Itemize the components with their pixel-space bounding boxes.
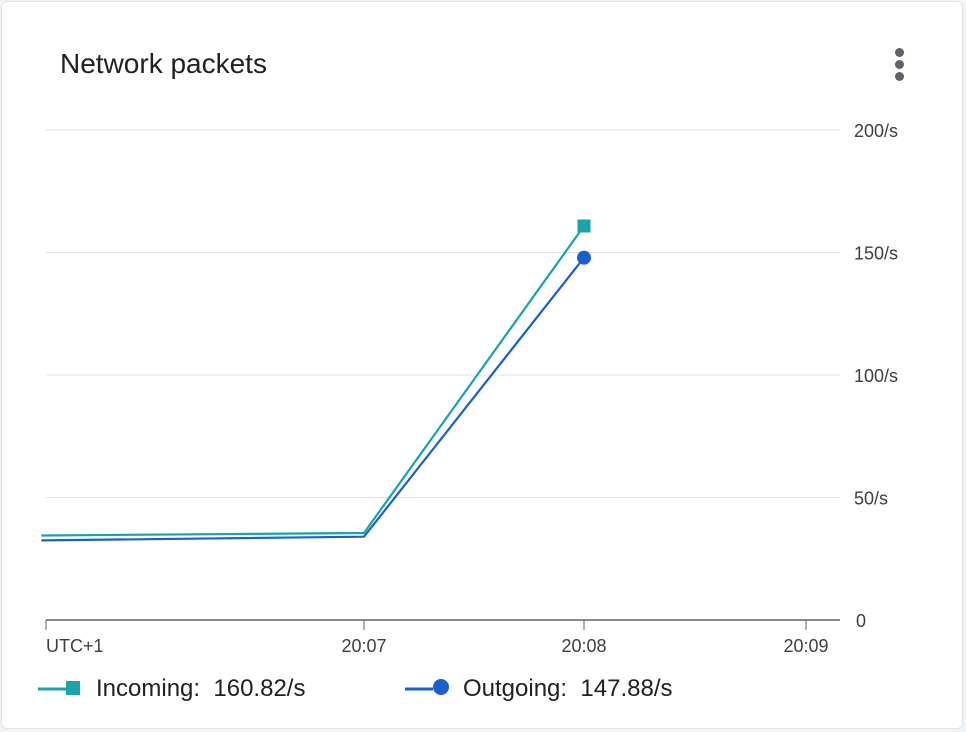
card-title: Network packets bbox=[60, 48, 267, 79]
legend-item-incoming[interactable]: Incoming: 160.82/s bbox=[38, 672, 305, 706]
x-tick-label: 20:09 bbox=[783, 636, 828, 656]
y-axis: 0 50/s 100/s 150/s 200/s bbox=[854, 121, 898, 631]
grid-lines bbox=[46, 129, 840, 498]
x-tick-labels: UTC+1 20:07 20:08 20:09 bbox=[46, 636, 829, 656]
legend-item-outgoing[interactable]: Outgoing: 147.88/s bbox=[405, 672, 672, 706]
y-tick-label: 50/s bbox=[854, 489, 888, 509]
legend-label-incoming: Incoming: 160.82/s bbox=[96, 675, 306, 702]
outgoing-legend-marker bbox=[405, 679, 449, 695]
incoming-legend-marker bbox=[38, 681, 80, 695]
x-tick-label: 20:07 bbox=[341, 636, 386, 656]
x-tick-label: 20:08 bbox=[561, 636, 606, 656]
series-lines bbox=[41, 225, 585, 542]
series-markers bbox=[577, 219, 591, 265]
menu-dot bbox=[895, 60, 904, 69]
legend-label-outgoing: Outgoing: 147.88/s bbox=[463, 675, 673, 702]
menu-dot bbox=[895, 48, 904, 57]
incoming-end-marker bbox=[577, 219, 591, 233]
outgoing-series-line bbox=[41, 257, 585, 542]
incoming-series-line bbox=[41, 225, 585, 537]
outgoing-end-marker bbox=[577, 250, 591, 265]
more-vert-icon[interactable] bbox=[882, 42, 918, 86]
y-tick-label: 200/s bbox=[854, 121, 898, 141]
y-tick-label: 150/s bbox=[854, 244, 898, 264]
x-axis bbox=[45, 619, 840, 630]
y-tick-label: 100/s bbox=[854, 366, 898, 386]
y-tick-label: 0 bbox=[856, 611, 866, 631]
x-axis-timezone-label: UTC+1 bbox=[46, 636, 104, 656]
menu-dot bbox=[895, 72, 904, 81]
